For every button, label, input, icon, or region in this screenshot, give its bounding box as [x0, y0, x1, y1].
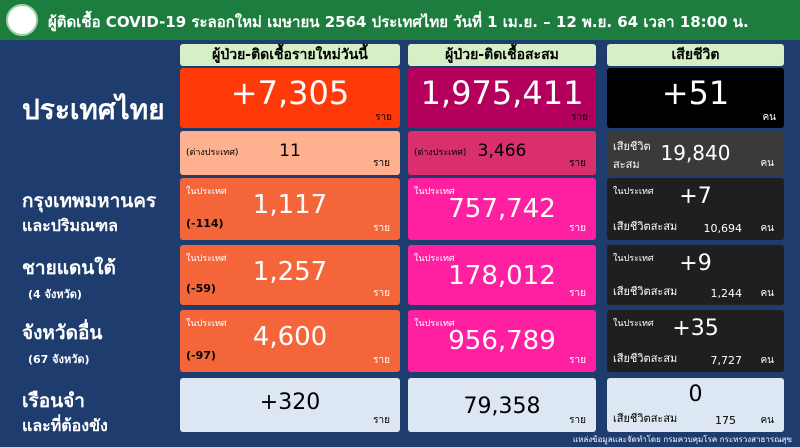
change: (-114): [186, 217, 224, 230]
unit: คน: [760, 415, 774, 426]
value: 1,117: [252, 190, 328, 220]
cell: ในประเทศ +7 เสียชีวิตสะสม 10,694 คน: [607, 178, 784, 240]
tag: ในประเทศ: [186, 187, 227, 197]
row-label: เรือนจำ: [22, 390, 85, 412]
cell: ในประเทศ (-114) 1,117 ราย: [180, 178, 400, 240]
row-sublabel: และที่ต้องขัง: [22, 416, 108, 435]
cell: (ต่างประเทศ) 3,466 ราย: [408, 131, 596, 175]
row-sublabel: และปริมณฑล: [22, 216, 118, 235]
tag: ในประเทศ: [414, 254, 455, 264]
cell: 79,358 ราย: [408, 378, 596, 432]
value: +7,305: [230, 74, 350, 112]
value: 1,257: [252, 257, 328, 287]
unit: ราย: [571, 112, 588, 123]
cell: +7,305 ราย: [180, 68, 400, 128]
sub-label: (ต่างประเทศ): [186, 148, 239, 158]
tag: ในประเทศ: [613, 319, 654, 329]
tag: ในประเทศ: [414, 187, 455, 197]
unit: ราย: [373, 415, 390, 426]
sub-value: 7,727: [710, 354, 743, 367]
cell: ในประเทศ 757,742 ราย: [408, 178, 596, 240]
cell: 0 เสียชีวิตสะสม 175 คน: [607, 378, 784, 432]
change: (-97): [186, 349, 216, 362]
value: 757,742: [448, 194, 556, 224]
sub-label: เสียชีวิตสะสม: [613, 285, 678, 298]
row-sublabel: (4 จังหวัด): [28, 288, 82, 301]
tag: ในประเทศ: [613, 187, 654, 197]
logo: [6, 4, 38, 36]
value: +320: [259, 390, 321, 415]
sub-value: 175: [715, 414, 736, 427]
value: 1,975,411: [420, 74, 584, 112]
column-header: ผู้ป่วย-ติดเชื้อสะสม: [408, 44, 596, 66]
sub-value: 3,466: [477, 141, 527, 161]
cell: เสียชีวิต สะสม 19,840 คน: [607, 131, 784, 175]
tag: ในประเทศ: [186, 254, 227, 264]
value: 178,012: [448, 261, 556, 291]
cell: ในประเทศ (-59) 1,257 ราย: [180, 245, 400, 305]
unit: คน: [760, 223, 774, 234]
unit: ราย: [569, 158, 586, 169]
value: 79,358: [463, 394, 541, 419]
row-label: จังหวัดอื่น: [22, 322, 103, 344]
unit: ราย: [373, 355, 390, 366]
change: (-59): [186, 282, 216, 295]
value: +9: [679, 251, 712, 276]
value: +7: [679, 184, 712, 209]
sub-value: 1,244: [710, 287, 743, 300]
row-label: กรุงเทพมหานคร: [22, 190, 157, 212]
cell: ในประเทศ (-97) 4,600 ราย: [180, 310, 400, 372]
unit: ราย: [569, 415, 586, 426]
unit: ราย: [569, 355, 586, 366]
value: +35: [672, 316, 719, 341]
cell: +320 ราย: [180, 378, 400, 432]
tag: ในประเทศ: [613, 254, 654, 264]
sub-value: 19,840: [660, 141, 731, 165]
cell: +51 คน: [607, 68, 784, 128]
tag: ในประเทศ: [414, 319, 455, 329]
value: 4,600: [252, 322, 328, 352]
sub-label: เสียชีวิตสะสม: [613, 220, 678, 233]
value: +51: [661, 74, 730, 112]
value: 956,789: [448, 326, 556, 356]
cell: 1,975,411 ราย: [408, 68, 596, 128]
sub-value: 10,694: [703, 222, 743, 235]
tag: ในประเทศ: [186, 319, 227, 329]
sub-label: (ต่างประเทศ): [414, 148, 467, 158]
row-label: ชายแดนใต้: [22, 257, 116, 279]
cell: ในประเทศ 178,012 ราย: [408, 245, 596, 305]
column-header: ผู้ป่วย-ติดเชื้อรายใหม่วันนี้: [180, 44, 400, 66]
sub-label: เสียชีวิตสะสม: [613, 412, 678, 425]
unit: คน: [760, 158, 774, 169]
sub-label: เสียชีวิต สะสม: [613, 140, 651, 171]
unit: ราย: [569, 223, 586, 234]
source: แหล่งข้อมูลและจัดทำโดย กรมควบคุมโรค กระท…: [572, 435, 792, 444]
row-label: ประเทศไทย: [22, 93, 165, 126]
sub-value: 11: [279, 141, 301, 161]
cell: ในประเทศ +9 เสียชีวิตสะสม 1,244 คน: [607, 245, 784, 305]
header-bar: [0, 0, 800, 40]
unit: ราย: [373, 288, 390, 299]
cell: ในประเทศ 956,789 ราย: [408, 310, 596, 372]
unit: ราย: [373, 223, 390, 234]
title: ผู้ติดเชื้อ COVID-19 ระลอกใหม่ เมษายน 25…: [48, 13, 749, 31]
cell: ในประเทศ +35 เสียชีวิตสะสม 7,727 คน: [607, 310, 784, 372]
value: 0: [688, 382, 703, 407]
unit: ราย: [569, 288, 586, 299]
unit: ราย: [375, 112, 392, 123]
column-header: เสียชีวิต: [607, 44, 784, 66]
unit: คน: [762, 112, 776, 123]
unit: คน: [760, 355, 774, 366]
unit: ราย: [373, 158, 390, 169]
sub-label: เสียชีวิตสะสม: [613, 352, 678, 365]
cell: (ต่างประเทศ) 11 ราย: [180, 131, 400, 175]
unit: คน: [760, 288, 774, 299]
row-sublabel: (67 จังหวัด): [28, 353, 90, 366]
